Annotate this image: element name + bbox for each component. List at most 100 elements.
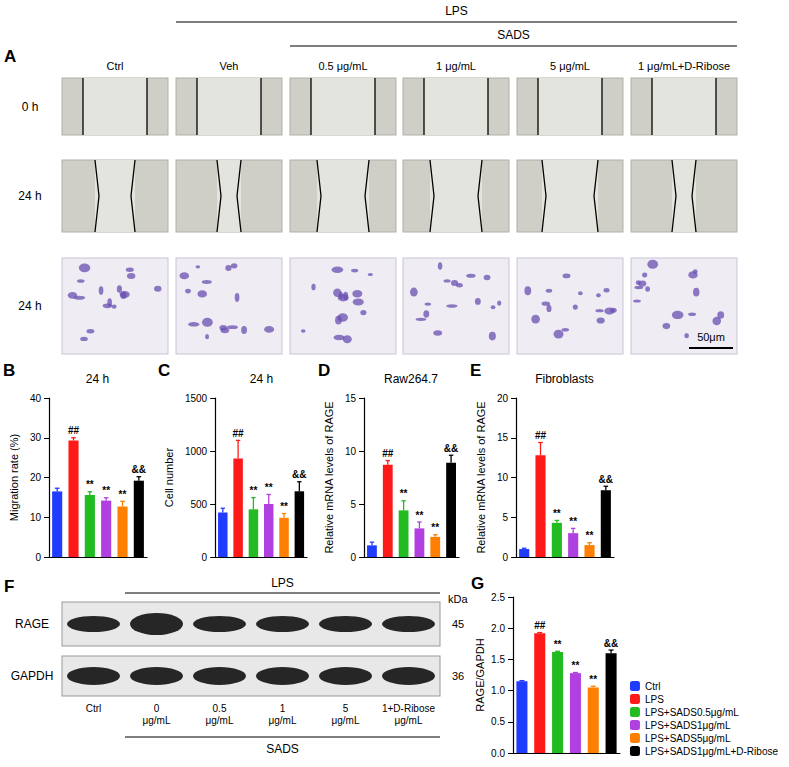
- svg-text:LPS+SADS1μg/mL: LPS+SADS1μg/mL: [645, 720, 731, 731]
- svg-text:kDa: kDa: [448, 593, 468, 605]
- svg-text:**: **: [554, 639, 562, 650]
- svg-text:10: 10: [30, 512, 42, 523]
- svg-text:50μm: 50μm: [697, 331, 725, 343]
- svg-text:0: 0: [35, 552, 41, 563]
- svg-text:&&: &&: [604, 638, 618, 649]
- svg-text:1500: 1500: [185, 393, 208, 404]
- svg-text:**: **: [400, 488, 408, 499]
- svg-text:F: F: [4, 577, 14, 596]
- svg-text:24 h: 24 h: [18, 189, 41, 203]
- svg-text:30: 30: [30, 432, 42, 443]
- svg-text:0: 0: [202, 552, 208, 563]
- svg-text:5 μg/mL: 5 μg/mL: [550, 60, 590, 72]
- svg-text:Veh: Veh: [220, 60, 239, 72]
- svg-text:45: 45: [452, 618, 464, 630]
- svg-text:0: 0: [350, 552, 356, 563]
- svg-text:μg/mL: μg/mL: [332, 715, 360, 726]
- svg-text:1: 1: [280, 703, 286, 714]
- svg-text:&&: &&: [292, 469, 306, 480]
- svg-text:**: **: [250, 485, 258, 496]
- svg-text:Ctrl: Ctrl: [645, 681, 661, 692]
- svg-text:1 μg/mL: 1 μg/mL: [436, 60, 476, 72]
- svg-text:&&: &&: [444, 443, 458, 454]
- svg-text:Cell number: Cell number: [163, 448, 175, 508]
- svg-text:**: **: [569, 516, 577, 527]
- svg-text:2.5: 2.5: [491, 592, 505, 603]
- svg-text:**: **: [416, 510, 424, 521]
- svg-text:40: 40: [30, 393, 42, 404]
- svg-text:LPS+SADS0.5μg/mL: LPS+SADS0.5μg/mL: [645, 707, 739, 718]
- svg-text:1 μg/mL+D-Ribose: 1 μg/mL+D-Ribose: [638, 60, 730, 72]
- svg-text:1.0: 1.0: [491, 685, 505, 696]
- svg-text:20: 20: [30, 472, 42, 483]
- svg-text:##: ##: [534, 620, 546, 631]
- svg-text:SADS: SADS: [266, 742, 299, 756]
- svg-text:##: ##: [233, 428, 245, 439]
- svg-text:**: **: [431, 522, 439, 533]
- svg-text:5: 5: [502, 512, 508, 523]
- svg-text:μg/mL: μg/mL: [395, 715, 423, 726]
- svg-text:2.0: 2.0: [491, 623, 505, 634]
- svg-text:15: 15: [497, 432, 509, 443]
- svg-text:LPS+SADS1μg/mL+D-Ribose: LPS+SADS1μg/mL+D-Ribose: [645, 746, 778, 757]
- svg-text:##: ##: [535, 430, 547, 441]
- svg-text:24 h: 24 h: [86, 372, 109, 386]
- svg-text:Migration rate (%): Migration rate (%): [8, 434, 20, 521]
- svg-text:**: **: [265, 482, 273, 493]
- svg-text:36: 36: [452, 670, 464, 682]
- svg-text:24 h: 24 h: [18, 299, 41, 313]
- svg-text:5: 5: [343, 703, 349, 714]
- svg-text:15: 15: [345, 393, 357, 404]
- svg-text:**: **: [86, 479, 94, 490]
- svg-text:RAGE/GAPDH: RAGE/GAPDH: [474, 638, 486, 711]
- svg-text:Raw264.7: Raw264.7: [384, 372, 438, 386]
- svg-text:E: E: [470, 361, 481, 380]
- svg-text:0.0: 0.0: [491, 748, 505, 759]
- svg-text:LPS: LPS: [445, 4, 468, 18]
- svg-text:μg/mL: μg/mL: [269, 715, 297, 726]
- svg-text:C: C: [158, 361, 170, 380]
- svg-text:LPS+SADS5μg/mL: LPS+SADS5μg/mL: [645, 733, 731, 744]
- svg-text:**: **: [553, 508, 561, 519]
- svg-text:0.5: 0.5: [491, 716, 505, 727]
- svg-text:1.5: 1.5: [491, 654, 505, 665]
- svg-text:500: 500: [190, 499, 207, 510]
- svg-text:Ctrl: Ctrl: [106, 60, 123, 72]
- svg-text:&&: &&: [132, 464, 146, 475]
- svg-text:GAPDH: GAPDH: [11, 669, 54, 683]
- svg-text:1+D-Ribose: 1+D-Ribose: [382, 703, 436, 714]
- svg-text:##: ##: [68, 425, 80, 436]
- svg-text:24 h: 24 h: [250, 372, 273, 386]
- svg-text:10: 10: [345, 446, 357, 457]
- svg-text:Ctrl: Ctrl: [86, 703, 102, 714]
- svg-text:**: **: [589, 674, 597, 685]
- svg-text:0.5: 0.5: [213, 703, 227, 714]
- svg-text:1000: 1000: [185, 446, 208, 457]
- svg-text:G: G: [471, 574, 484, 593]
- svg-text:A: A: [4, 47, 16, 66]
- svg-text:0: 0: [502, 552, 508, 563]
- svg-text:B: B: [3, 361, 15, 380]
- svg-text:Fibroblasts: Fibroblasts: [535, 372, 594, 386]
- svg-text:0.5 μg/mL: 0.5 μg/mL: [318, 60, 367, 72]
- svg-text:##: ##: [382, 448, 394, 459]
- svg-text:μg/mL: μg/mL: [206, 715, 234, 726]
- svg-text:10: 10: [497, 472, 509, 483]
- svg-text:**: **: [102, 485, 110, 496]
- svg-text:Relative mRNA levels of RAGE: Relative mRNA levels of RAGE: [475, 401, 487, 553]
- svg-text:0: 0: [154, 703, 160, 714]
- svg-text:LPS: LPS: [645, 694, 664, 705]
- svg-text:**: **: [586, 530, 594, 541]
- svg-text:**: **: [572, 660, 580, 671]
- svg-text:RAGE: RAGE: [15, 617, 49, 631]
- svg-text:&&: &&: [599, 474, 613, 485]
- svg-text:SADS: SADS: [497, 28, 530, 42]
- svg-text:5: 5: [350, 499, 356, 510]
- svg-text:D: D: [318, 361, 330, 380]
- svg-text:μg/mL: μg/mL: [143, 715, 171, 726]
- svg-text:Relative mRNA levels of RAGE: Relative mRNA levels of RAGE: [323, 401, 335, 553]
- svg-text:**: **: [280, 501, 288, 512]
- svg-text:0 h: 0 h: [22, 100, 39, 114]
- svg-text:20: 20: [497, 393, 509, 404]
- svg-text:LPS: LPS: [271, 576, 294, 590]
